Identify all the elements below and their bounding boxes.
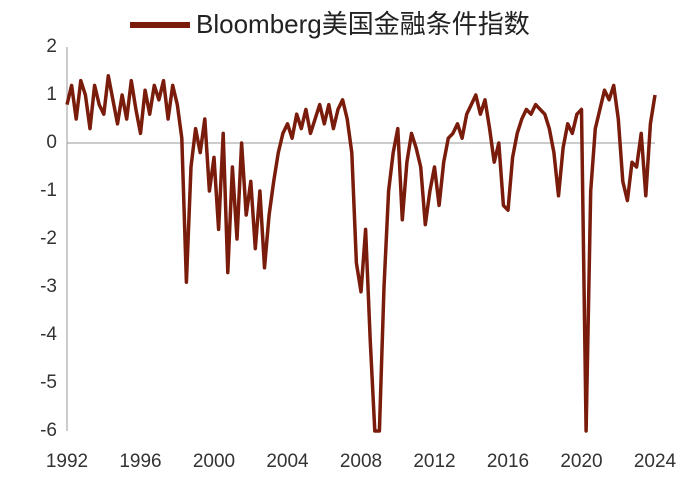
x-tick-label: 2004 bbox=[266, 451, 309, 472]
x-tick-label: 2024 bbox=[634, 451, 677, 472]
x-tick-label: 1996 bbox=[119, 451, 161, 472]
y-tick-label: -2 bbox=[40, 228, 57, 249]
y-tick-label: 1 bbox=[46, 84, 57, 105]
x-tick-label: 2000 bbox=[193, 451, 235, 472]
data-line bbox=[65, 74, 657, 433]
y-tick-label: -5 bbox=[40, 372, 57, 393]
y-tick-label: 0 bbox=[46, 132, 57, 153]
x-tick-label: 2008 bbox=[340, 451, 382, 472]
x-tick-label: 2012 bbox=[413, 451, 455, 472]
y-tick-label: 2 bbox=[46, 36, 57, 57]
x-tick-label: 1992 bbox=[46, 451, 88, 472]
x-tick-label: 2020 bbox=[560, 451, 602, 472]
x-tick-label: 2016 bbox=[487, 451, 529, 472]
y-tick-label: -1 bbox=[40, 180, 57, 201]
y-tick-label: -4 bbox=[40, 324, 57, 345]
y-tick-label: -6 bbox=[40, 420, 57, 441]
legend-label: Bloomberg美国金融条件指数 bbox=[196, 9, 530, 39]
y-tick-label: -3 bbox=[40, 276, 57, 297]
